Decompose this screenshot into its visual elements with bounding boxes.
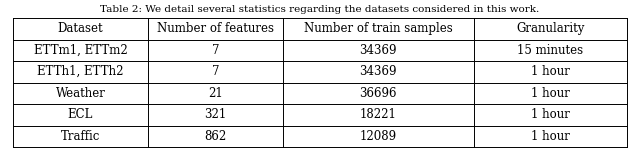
- Text: 34369: 34369: [360, 44, 397, 57]
- Text: ETTh1, ETTh2: ETTh1, ETTh2: [37, 65, 124, 78]
- Text: Traffic: Traffic: [61, 130, 100, 143]
- Text: 321: 321: [204, 108, 227, 121]
- Text: 36696: 36696: [360, 87, 397, 100]
- Text: Number of train samples: Number of train samples: [304, 22, 452, 35]
- Text: 15 minutes: 15 minutes: [517, 44, 584, 57]
- Text: 7: 7: [212, 65, 220, 78]
- Text: Table 2: We detail several statistics regarding the datasets considered in this : Table 2: We detail several statistics re…: [100, 4, 540, 14]
- Text: 1 hour: 1 hour: [531, 130, 570, 143]
- Text: 1 hour: 1 hour: [531, 87, 570, 100]
- Text: ETTm1, ETTm2: ETTm1, ETTm2: [33, 44, 127, 57]
- Text: 1 hour: 1 hour: [531, 65, 570, 78]
- Text: 18221: 18221: [360, 108, 397, 121]
- Text: Weather: Weather: [56, 87, 106, 100]
- Text: 21: 21: [208, 87, 223, 100]
- Text: ECL: ECL: [68, 108, 93, 121]
- Text: 7: 7: [212, 44, 220, 57]
- Text: Dataset: Dataset: [58, 22, 103, 35]
- Text: 12089: 12089: [360, 130, 397, 143]
- Text: 34369: 34369: [360, 65, 397, 78]
- Text: 862: 862: [204, 130, 227, 143]
- Text: Number of features: Number of features: [157, 22, 274, 35]
- Text: 1 hour: 1 hour: [531, 108, 570, 121]
- Text: Granularity: Granularity: [516, 22, 584, 35]
